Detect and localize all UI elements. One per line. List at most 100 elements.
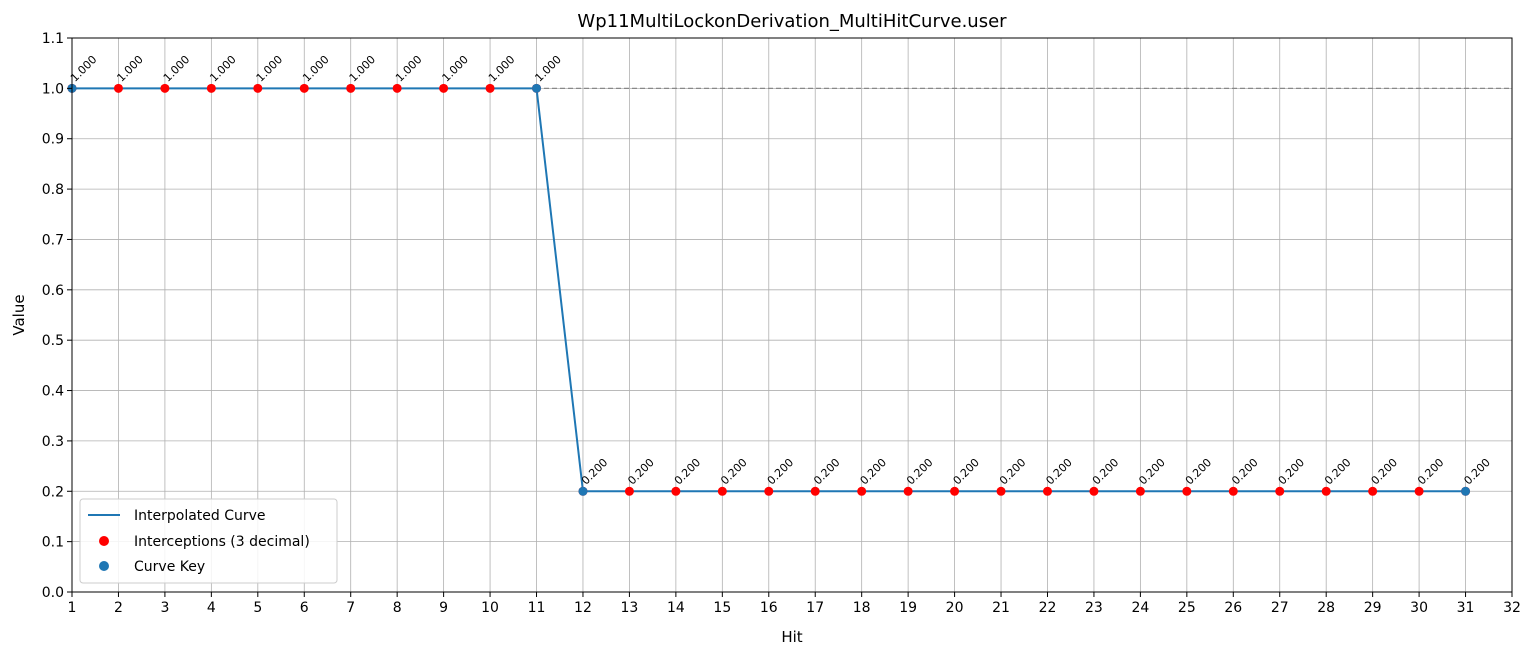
x-tick-label: 8 [393, 600, 402, 616]
y-tick-label: 0.3 [42, 434, 64, 450]
data-label: 0.200 [1090, 456, 1121, 487]
data-label: 1.000 [161, 53, 192, 84]
interception-point [206, 83, 216, 93]
interception-point [1042, 486, 1052, 496]
interception-point [717, 486, 727, 496]
data-label: 0.200 [1043, 456, 1074, 487]
curve-key-point [578, 486, 588, 496]
y-axis-label: Value [10, 294, 28, 335]
x-tick-label: 20 [946, 600, 964, 616]
data-label: 1.000 [532, 53, 563, 84]
interception-point [1135, 486, 1145, 496]
data-label: 0.200 [1369, 456, 1400, 487]
data-label: 0.200 [579, 456, 610, 487]
data-label: 1.000 [114, 53, 145, 84]
interception-point [1368, 486, 1378, 496]
y-tick-label: 0.2 [42, 484, 64, 500]
points-layer [67, 83, 1471, 496]
data-label: 0.200 [1183, 456, 1214, 487]
interception-point [1089, 486, 1099, 496]
data-label: 0.200 [1322, 456, 1353, 487]
interception-point [996, 486, 1006, 496]
x-tick-label: 18 [853, 600, 871, 616]
x-tick-label: 19 [899, 600, 917, 616]
data-label: 0.200 [997, 456, 1028, 487]
x-tick-label: 25 [1178, 600, 1196, 616]
x-tick-label: 12 [574, 600, 592, 616]
interception-point [1321, 486, 1331, 496]
y-tick-label: 0.4 [42, 384, 64, 400]
interception-point [671, 486, 681, 496]
interception-point [1414, 486, 1424, 496]
interception-point [857, 486, 867, 496]
data-label: 0.200 [951, 456, 982, 487]
y-tick-label: 0.1 [42, 535, 64, 551]
curve-key-point [532, 83, 542, 93]
interception-point [346, 83, 356, 93]
x-tick-label: 17 [806, 600, 824, 616]
x-tick-label: 31 [1457, 600, 1475, 616]
interception-point [392, 83, 402, 93]
data-label: 0.200 [858, 456, 889, 487]
x-tick-label: 29 [1364, 600, 1382, 616]
legend-box [79, 498, 338, 584]
x-tick-label: 27 [1271, 600, 1289, 616]
x-axis-ticks: 1 2 3 4 5 6 7 8 9 10 11 12 13 14 15 16 17 18 19 20 21 22 23 24 2… [68, 592, 1521, 616]
data-label: 1.000 [440, 53, 471, 84]
interception-point [624, 486, 634, 496]
y-tick-label: 0.0 [42, 585, 64, 601]
plot-frame [71, 37, 1513, 593]
x-tick-label: 7 [346, 600, 355, 616]
legend: Interpolated Curve Interceptions (3 deci… [79, 498, 338, 584]
x-tick-label: 16 [760, 600, 778, 616]
data-label: 1.000 [207, 53, 238, 84]
x-tick-label: 4 [207, 600, 216, 616]
chart-title: Wp11MultiLockonDerivation_MultiHitCurve.… [577, 11, 1007, 32]
x-tick-label: 13 [621, 600, 639, 616]
data-label: 0.200 [625, 456, 656, 487]
data-label: 0.200 [1276, 456, 1307, 487]
interception-point [253, 83, 263, 93]
legend-label-interceptions: Interceptions (3 decimal) [134, 534, 310, 550]
y-tick-label: 0.6 [42, 283, 64, 299]
x-tick-label: 28 [1317, 600, 1335, 616]
x-tick-label: 23 [1085, 600, 1103, 616]
x-tick-label: 26 [1224, 600, 1242, 616]
data-label: 0.200 [1136, 456, 1167, 487]
interception-point [950, 486, 960, 496]
data-label: 1.000 [393, 53, 424, 84]
x-tick-label: 32 [1503, 600, 1521, 616]
y-tick-label: 0.8 [42, 182, 64, 198]
data-label: 0.200 [1229, 456, 1260, 487]
y-axis-ticks: 0.0 0.1 0.2 0.3 0.4 0.5 0.6 0.7 0.8 0.9 1.0 1.1 [42, 31, 72, 601]
legend-blue-marker [99, 561, 109, 571]
data-label: 1.000 [347, 53, 378, 84]
x-axis-label: Hit [781, 628, 802, 646]
interception-point [903, 486, 913, 496]
x-tick-label: 1 [68, 600, 77, 616]
x-tick-label: 6 [300, 600, 309, 616]
data-label: 0.200 [718, 456, 749, 487]
interception-point [810, 486, 820, 496]
x-tick-label: 11 [528, 600, 546, 616]
x-tick-label: 14 [667, 600, 685, 616]
x-tick-label: 9 [439, 600, 448, 616]
x-tick-label: 21 [992, 600, 1010, 616]
data-label: 1.000 [68, 53, 99, 84]
legend-label-interpolated-curve: Interpolated Curve [134, 508, 266, 524]
legend-label-curve-key: Curve Key [134, 559, 205, 575]
data-label: 1.000 [486, 53, 517, 84]
x-tick-label: 15 [713, 600, 731, 616]
y-tick-label: 0.5 [42, 333, 64, 349]
interception-point [1228, 486, 1238, 496]
interception-point [1275, 486, 1285, 496]
interception-point [299, 83, 309, 93]
interception-point [160, 83, 170, 93]
x-tick-label: 3 [160, 600, 169, 616]
x-tick-label: 2 [114, 600, 123, 616]
x-tick-label: 24 [1131, 600, 1149, 616]
interception-point [485, 83, 495, 93]
data-label: 0.200 [1415, 456, 1446, 487]
